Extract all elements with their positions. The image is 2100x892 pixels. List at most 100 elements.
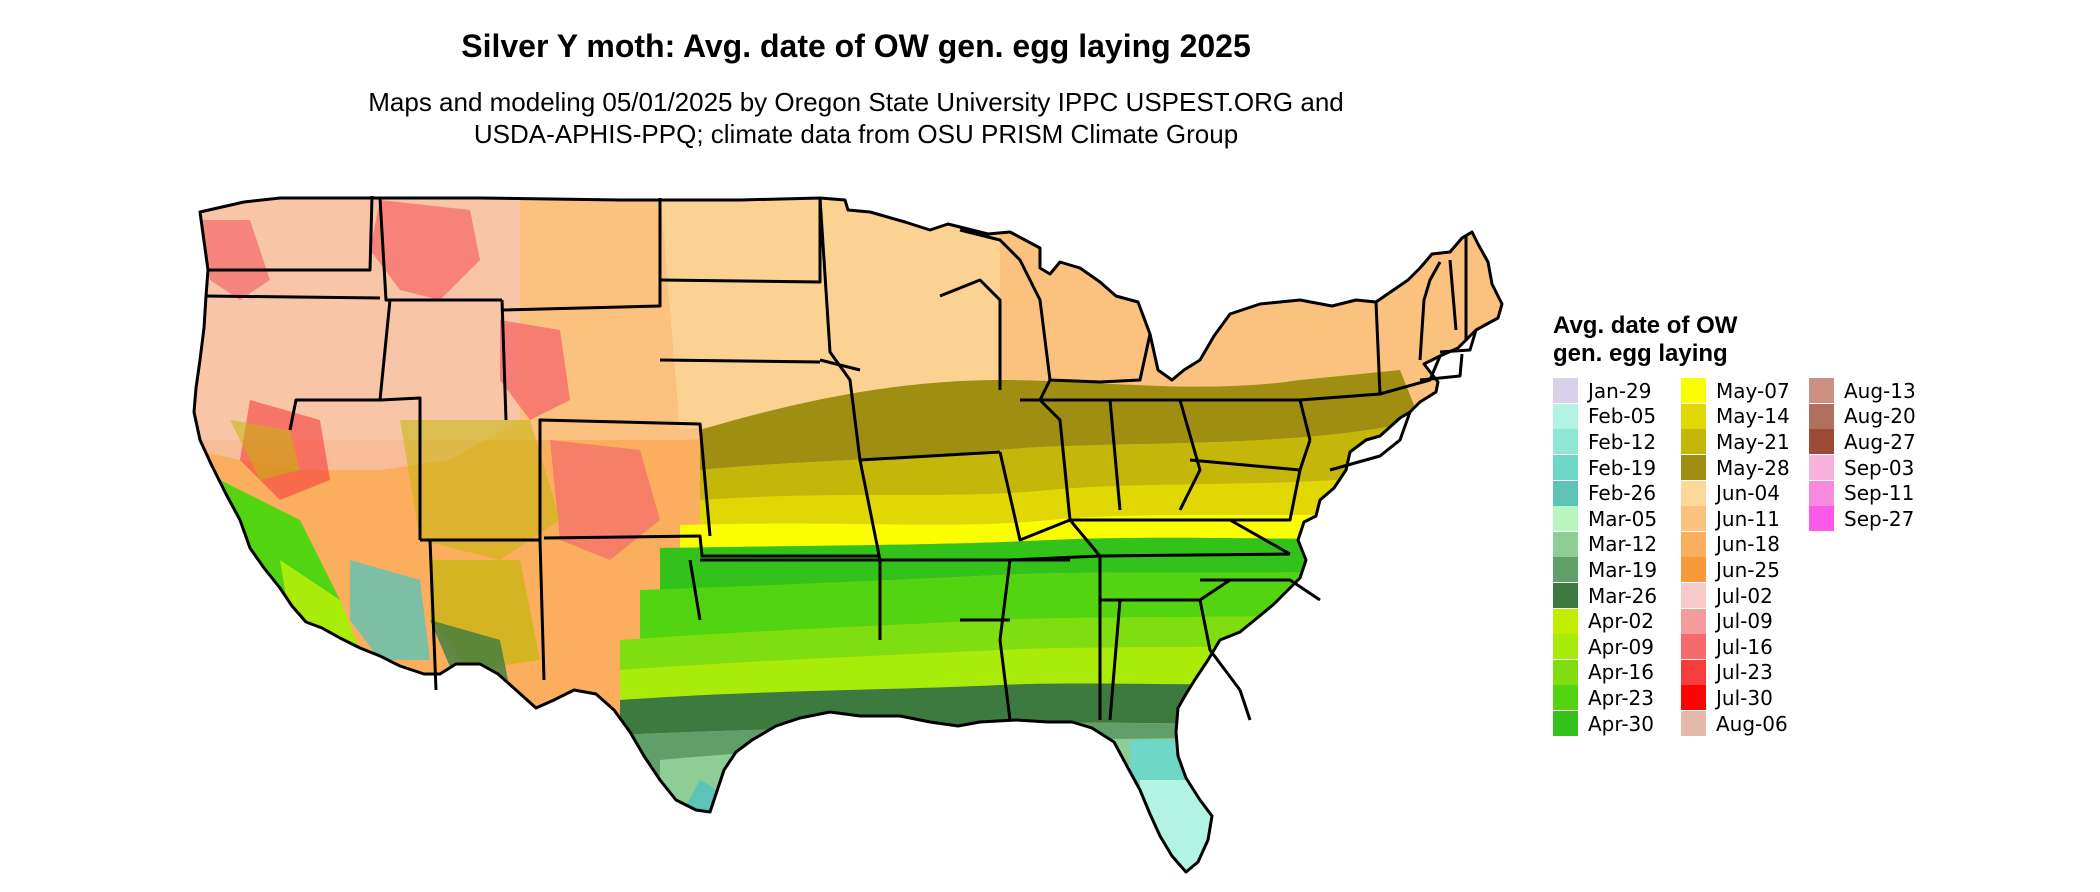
legend-item: Jun-18 [1681,531,1809,558]
subtitle-line: Maps and modeling 05/01/2025 by Oregon S… [368,87,1344,117]
legend-swatch [1681,608,1706,634]
legend-swatch [1809,403,1834,429]
legend-swatch [1553,429,1578,455]
legend-swatch [1681,403,1706,429]
legend-title: Avg. date of OW gen. egg laying [1553,312,1937,368]
legend-label: Apr-16 [1588,660,1654,685]
legend-item: Apr-09 [1553,634,1681,660]
legend-item: Apr-23 [1553,685,1681,711]
legend-label: Jun-18 [1716,532,1780,557]
legend-item: Sep-11 [1809,480,1937,506]
legend-label: Jun-11 [1716,506,1780,531]
legend-item: Jan-29 [1553,378,1681,404]
legend-title-line: Avg. date of OW [1553,312,1738,339]
legend-item: May-07 [1681,378,1809,404]
us-phenology-map [192,195,1504,874]
legend-item: May-14 [1681,403,1809,430]
legend-swatch [1681,429,1706,455]
legend-swatch [1681,455,1706,481]
legend-swatch [1681,531,1706,557]
legend-swatch [1809,455,1834,481]
legend-label: Mar-26 [1588,583,1658,608]
legend-item: May-28 [1681,455,1809,481]
legend-label: Jan-29 [1588,378,1652,403]
legend-item: Jun-04 [1681,480,1809,506]
legend-item: Aug-06 [1681,711,1809,737]
legend-swatch [1553,378,1578,404]
legend-label: May-21 [1716,429,1790,454]
legend-label: May-14 [1716,404,1790,429]
legend-label: May-28 [1716,455,1790,480]
legend-item: Sep-03 [1809,455,1937,481]
map-fill [194,198,1502,872]
legend-label: Aug-06 [1716,711,1788,736]
legend-swatch [1809,429,1834,455]
legend-column: Aug-13 Aug-20 Aug-27 Sep-03 Sep-11 Sep-27 [1809,378,1937,736]
legend-swatch [1681,506,1706,532]
legend-label: Sep-27 [1844,506,1915,531]
legend-label: Mar-19 [1588,557,1658,582]
legend-item: Jul-16 [1681,634,1809,660]
legend-label: Apr-09 [1588,634,1654,659]
legend-item: Jun-11 [1681,506,1809,532]
legend-swatch [1553,403,1578,429]
legend-swatch [1681,480,1706,506]
subtitle-line: USDA-APHIS-PPQ; climate data from OSU PR… [473,119,1239,149]
legend-label: Apr-23 [1588,685,1654,710]
legend-swatch [1553,634,1578,660]
legend-swatch [1809,480,1834,506]
legend-label: Aug-20 [1844,404,1916,429]
legend-item: Feb-26 [1553,480,1681,506]
legend-label: Sep-03 [1844,455,1915,480]
state-borders [192,195,1504,874]
map-title: Silver Y moth: Avg. date of OW gen. egg … [461,28,1251,64]
legend-label: May-07 [1716,378,1790,403]
legend: Avg. date of OW gen. egg laying Jan-29 Fe… [1553,312,1937,737]
legend-item: Feb-19 [1553,455,1681,481]
legend-label: Aug-13 [1844,378,1916,403]
legend-label: Feb-05 [1588,404,1657,429]
legend-swatch [1681,378,1706,404]
legend-label: Apr-02 [1588,609,1654,634]
legend-swatch [1553,711,1578,737]
legend-item: Apr-02 [1553,608,1681,634]
map-subtitle: Maps and modeling 05/01/2025 by Oregon S… [0,86,1712,150]
legend-column: Jan-29 Feb-05 Feb-12 Feb-19 Feb-26 Mar-05 Mar-… [1553,378,1681,737]
legend-swatch [1553,557,1578,583]
legend-item: Mar-12 [1553,531,1681,558]
legend-swatch [1681,659,1706,685]
legend-swatch [1681,583,1706,609]
legend-label: Feb-19 [1588,455,1657,480]
legend-swatch [1681,711,1706,737]
legend-label: Apr-30 [1588,711,1654,736]
legend-swatch [1809,506,1834,532]
legend-item: Mar-19 [1553,557,1681,583]
legend-item: Feb-05 [1553,403,1681,430]
legend-swatch [1681,557,1706,583]
legend-swatch [1553,480,1578,506]
legend-item: Jul-23 [1681,659,1809,686]
legend-label: Sep-11 [1844,481,1915,506]
legend-columns: Jan-29 Feb-05 Feb-12 Feb-19 Feb-26 Mar-05 Mar-… [1553,378,1937,737]
legend-item: Jun-25 [1681,557,1809,583]
legend-label: Jul-09 [1716,609,1773,634]
legend-label: Aug-27 [1844,429,1916,454]
legend-swatch [1553,455,1578,481]
legend-item: Aug-13 [1809,378,1937,404]
legend-label: Jul-16 [1716,634,1773,659]
legend-swatch [1553,531,1578,557]
legend-label: Feb-26 [1588,481,1657,506]
legend-item: May-21 [1681,429,1809,455]
legend-label: Mar-12 [1588,532,1658,557]
legend-item: Apr-16 [1553,659,1681,686]
legend-column: May-07 May-14 May-21 May-28 Jun-04 Jun-11 Jun-… [1681,378,1809,737]
legend-label: Jun-04 [1716,481,1780,506]
legend-item: Sep-27 [1809,506,1937,532]
legend-item: Aug-20 [1809,403,1937,430]
legend-swatch [1553,608,1578,634]
legend-swatch [1553,506,1578,532]
legend-item: Mar-05 [1553,506,1681,532]
legend-label: Mar-05 [1588,506,1658,531]
legend-item: Aug-27 [1809,429,1937,455]
legend-label: Feb-12 [1588,429,1657,454]
